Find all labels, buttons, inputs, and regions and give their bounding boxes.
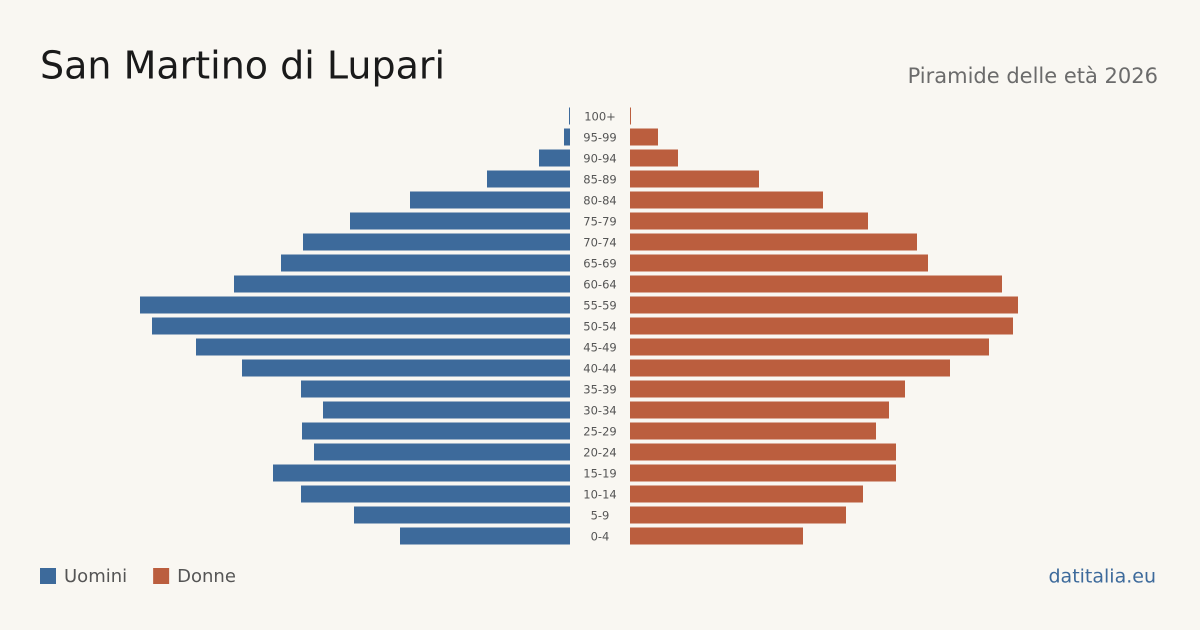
- bar: [630, 212, 868, 230]
- bar: [242, 359, 570, 377]
- age-label: 60-64: [583, 278, 616, 292]
- bar: [564, 128, 570, 146]
- age-label: 65-69: [583, 257, 616, 271]
- age-label: 50-54: [583, 320, 616, 334]
- age-label: 90-94: [583, 152, 616, 166]
- legend-label: Donne: [177, 566, 236, 587]
- bar: [301, 485, 570, 503]
- bar: [400, 527, 570, 545]
- bar: [630, 296, 1018, 314]
- source: datitalia.eu: [1049, 566, 1157, 588]
- age-label: 25-29: [583, 425, 616, 439]
- bar: [630, 359, 950, 377]
- bar: [539, 149, 570, 167]
- legend-label: Uomini: [64, 566, 127, 587]
- age-label: 75-79: [583, 215, 616, 229]
- bar: [630, 422, 876, 440]
- bar: [630, 506, 846, 524]
- chart-title: San Martino di Lupari: [40, 44, 445, 88]
- bar: [152, 317, 570, 335]
- age-label: 40-44: [583, 362, 616, 376]
- bar: [314, 443, 570, 461]
- bar: [196, 338, 570, 356]
- bar: [630, 401, 889, 419]
- bar: [630, 107, 631, 125]
- bar: [350, 212, 570, 230]
- age-label: 45-49: [583, 341, 616, 355]
- bar: [630, 527, 803, 545]
- bar: [630, 128, 658, 146]
- bar: [323, 401, 570, 419]
- bar: [630, 380, 905, 398]
- bar: [630, 275, 1002, 293]
- chart-subtitle: Piramide delle età 2026: [908, 64, 1158, 88]
- bar: [630, 233, 917, 251]
- bar: [569, 107, 570, 125]
- bar: [630, 149, 678, 167]
- age-label: 35-39: [583, 383, 616, 397]
- age-label: 0-4: [591, 530, 610, 544]
- bar: [234, 275, 570, 293]
- age-label: 55-59: [583, 299, 616, 313]
- age-label: 70-74: [583, 236, 616, 250]
- bar: [630, 485, 863, 503]
- bar: [140, 296, 570, 314]
- age-label: 5-9: [591, 509, 610, 523]
- age-label: 15-19: [583, 467, 616, 481]
- age-label: 100+: [584, 110, 616, 124]
- bar: [630, 338, 989, 356]
- bar: [630, 317, 1013, 335]
- bar: [301, 380, 570, 398]
- bar: [630, 191, 823, 209]
- age-label: 20-24: [583, 446, 616, 460]
- bar: [630, 464, 896, 482]
- bar: [630, 443, 896, 461]
- age-label: 85-89: [583, 173, 616, 187]
- bar: [281, 254, 570, 272]
- bar: [302, 422, 570, 440]
- legend-swatch: [153, 568, 170, 584]
- age-label: 10-14: [583, 488, 616, 502]
- age-label: 80-84: [583, 194, 616, 208]
- age-label: 30-34: [583, 404, 616, 418]
- bar: [354, 506, 570, 524]
- bar: [630, 170, 759, 188]
- bar: [487, 170, 570, 188]
- bar: [410, 191, 570, 209]
- bar: [273, 464, 570, 482]
- bar: [303, 233, 570, 251]
- age-label: 95-99: [583, 131, 616, 145]
- bar: [630, 254, 928, 272]
- legend-swatch: [40, 568, 56, 584]
